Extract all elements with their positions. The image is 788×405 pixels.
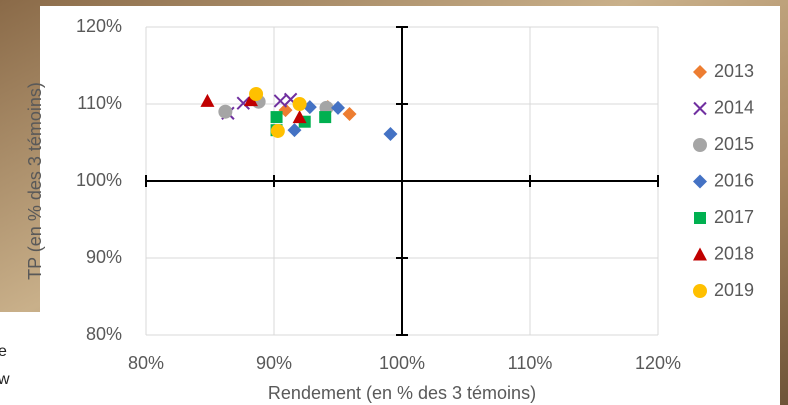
- y-tick-label: 90%: [86, 247, 122, 267]
- x-tick-label: 90%: [256, 353, 292, 373]
- marker: [319, 111, 332, 124]
- legend-marker: [693, 247, 707, 261]
- marker: [236, 96, 250, 110]
- x-tick-label: 110%: [508, 353, 553, 373]
- legend-marker: [693, 284, 707, 298]
- legend-marker: [693, 174, 707, 189]
- legend-label: 2015: [714, 134, 754, 154]
- marker: [270, 111, 283, 124]
- legend-label: 2019: [714, 280, 754, 300]
- background-text: w: [0, 371, 10, 388]
- background-text: e: [0, 343, 7, 360]
- background-box: [0, 312, 44, 405]
- marker: [331, 100, 345, 115]
- marker: [249, 86, 264, 101]
- marker: [200, 93, 215, 107]
- y-tick-label: 100%: [76, 170, 122, 190]
- legend-marker: [693, 65, 707, 79]
- marker: [342, 107, 357, 122]
- legend-marker: [693, 101, 707, 116]
- legend-marker: [694, 212, 706, 224]
- legend-label: 2016: [714, 170, 754, 190]
- y-tick-label: 120%: [76, 16, 122, 36]
- y-tick-label: 110%: [77, 93, 122, 113]
- y-tick-label: 80%: [86, 324, 122, 344]
- marker: [383, 127, 398, 142]
- chart-panel: [40, 6, 780, 405]
- legend-label: 2013: [714, 61, 754, 81]
- x-tick-label: 100%: [379, 353, 425, 373]
- marker: [218, 104, 233, 119]
- marker: [292, 110, 307, 124]
- x-axis-title: Rendement (en % des 3 témoins): [268, 383, 536, 403]
- legend-marker: [693, 138, 707, 152]
- x-tick-label: 80%: [128, 353, 164, 373]
- marker: [292, 97, 307, 111]
- marker: [243, 93, 258, 107]
- legend-label: 2014: [714, 97, 754, 117]
- x-tick-label: 120%: [635, 353, 681, 373]
- marker: [287, 123, 302, 138]
- marker: [270, 123, 285, 138]
- legend-label: 2018: [714, 243, 754, 263]
- y-axis-title: TP (en % des 3 témoins): [25, 82, 45, 280]
- legend-label: 2017: [714, 207, 754, 227]
